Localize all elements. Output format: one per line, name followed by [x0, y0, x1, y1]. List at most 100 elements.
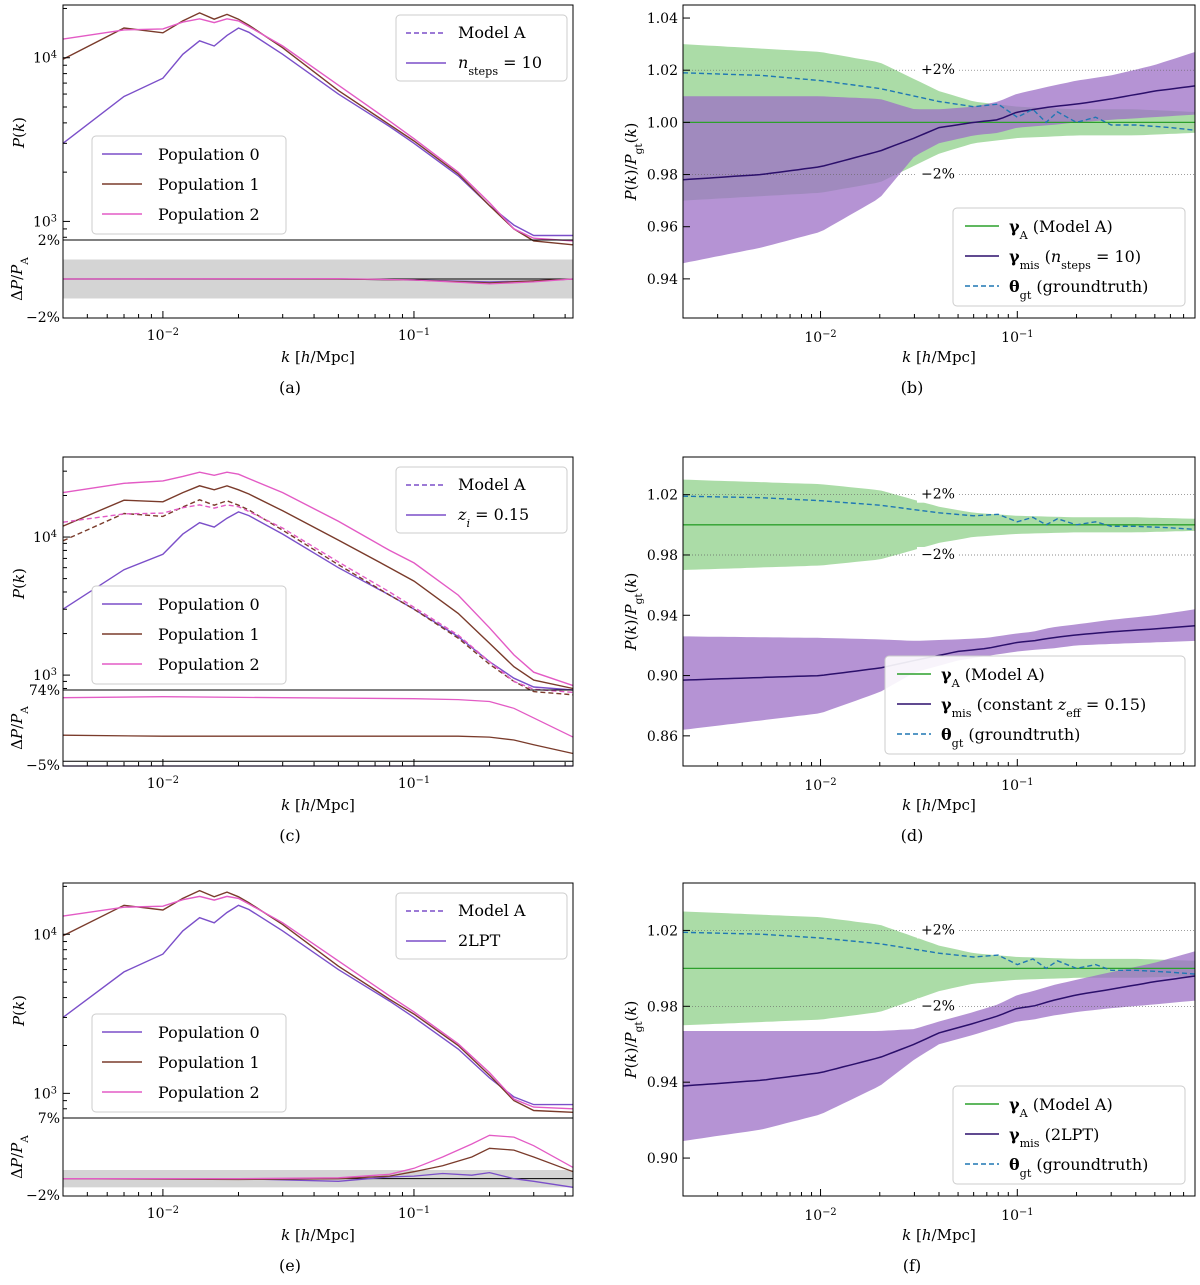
- ratio-tick-label: −5%: [26, 758, 60, 774]
- legend-variant: zi = 0.15: [457, 505, 529, 530]
- y-tick-label: 0.90: [647, 1151, 678, 1167]
- mis-band: [683, 951, 1195, 1141]
- x-tick-label: 10−2: [804, 1207, 836, 1225]
- x-axis-label: k [h/Mpc]: [281, 348, 355, 366]
- ratio-axis-label: ΔP/PA: [8, 1135, 31, 1179]
- series-population-2: [62, 18, 574, 242]
- legend-label-pop2: Population 2: [158, 655, 260, 674]
- ratio-tick-label: 2%: [38, 233, 60, 249]
- y-tick-label: 1.04: [647, 11, 678, 27]
- x-tick-label: 10−1: [398, 775, 430, 793]
- legend-model-a: Model A: [458, 23, 526, 42]
- x-tick-label: 10−1: [1001, 777, 1033, 795]
- legend-label-pop2: Population 2: [158, 1083, 260, 1102]
- series-dashed-population-2--model-a-: [62, 504, 574, 694]
- ref-label-bg: [917, 922, 959, 939]
- legend-label-pop1: Population 1: [158, 175, 260, 194]
- y-tick-label: 0.98: [647, 548, 678, 564]
- x-tick-label: 10−2: [147, 327, 179, 345]
- legend-variant: nsteps = 10: [458, 53, 542, 78]
- panel-f: +2% −2% 0.90 0.94 0.98 1.02 10−2 10−1 k [h/Mpc] P…: [622, 882, 1196, 1275]
- panel-caption: (a): [279, 378, 301, 397]
- ref-label: +2%: [921, 487, 955, 503]
- y-tick-label: 0.98: [647, 999, 678, 1015]
- ref-label: +2%: [921, 62, 955, 78]
- series-population-0: [62, 511, 574, 691]
- groundtruth-line: [682, 495, 1196, 531]
- panel-caption: (c): [279, 826, 300, 845]
- panel-caption: (d): [901, 826, 924, 845]
- legend-bottom-box: [91, 135, 287, 235]
- ref-label: −2%: [921, 998, 955, 1014]
- panel-caption: (f): [903, 1256, 921, 1275]
- panel-b: +2% −2% 0.94 0.96 0.98 1.00 1.02 1.04 10−2 10−1 k …: [622, 4, 1196, 397]
- y-tick-label: 0.86: [647, 729, 678, 745]
- ratio-axes-frame: [62, 239, 574, 319]
- ref-label: +2%: [921, 922, 955, 938]
- ratio-axes-frame: [62, 689, 574, 767]
- ratio-tick-label: 74%: [29, 683, 60, 699]
- legend-model-a: Model A: [458, 475, 526, 494]
- x-tick-label: 10−1: [1001, 1207, 1033, 1225]
- x-tick-label: 10−1: [1001, 329, 1033, 347]
- ratio-population-2: [62, 696, 574, 738]
- ratio-population-2: [62, 277, 574, 285]
- legend-model-a: Model A: [458, 901, 526, 920]
- ref-label-bg: [917, 62, 959, 79]
- ratio-axes-frame: [62, 1117, 574, 1197]
- y-tick-label: 0.94: [647, 1075, 678, 1091]
- y-axis-label: P(k): [10, 117, 28, 149]
- ratio-tick-label: 7%: [38, 1111, 60, 1127]
- mis-line: [682, 625, 1196, 681]
- legend-top-box: [395, 14, 568, 82]
- x-tick-label: 10−2: [147, 775, 179, 793]
- y-tick-label: 104: [33, 49, 57, 67]
- series-population-1: [62, 485, 574, 690]
- y-axis-label: P(k)/Pgt(k): [622, 573, 645, 652]
- legend-box: [952, 207, 1186, 307]
- panel-caption: (b): [901, 378, 924, 397]
- legend-variant: 2LPT: [458, 931, 501, 950]
- legend-box: [884, 655, 1186, 755]
- legend-model-a: γA (Model A): [941, 665, 1045, 690]
- legend-model-a: γA (Model A): [1009, 217, 1113, 242]
- x-tick-label: 10−2: [147, 1205, 179, 1223]
- y-tick-label: 0.98: [647, 168, 678, 184]
- ref-label: −2%: [921, 167, 955, 183]
- legend-label-pop1: Population 1: [158, 625, 260, 644]
- y-tick-label: 1.02: [647, 488, 678, 504]
- legend-groundtruth: θgt (groundtruth): [1009, 1155, 1148, 1180]
- ref-label-bg: [917, 998, 959, 1015]
- y-tick-label: 0.94: [647, 608, 678, 624]
- panel-a: 10−2 10−1 104 103 2% −2% k [h/Mpc] P(k) ΔP/PA Mod…: [8, 4, 574, 397]
- legend-mis: γmis (nsteps = 10): [1009, 247, 1141, 272]
- legend-label-pop1: Population 1: [158, 1053, 260, 1072]
- x-axis-label: k [h/Mpc]: [902, 1226, 976, 1244]
- y-axis-label: P(k): [10, 568, 28, 600]
- ref-label-bg: [917, 546, 959, 563]
- legend-label-pop0: Population 0: [158, 595, 260, 614]
- legend-top-box: [395, 466, 568, 534]
- legend-bottom-box: [91, 585, 287, 685]
- legend-box: [952, 1085, 1186, 1185]
- ref-label: −2%: [921, 547, 955, 563]
- y-tick-label: 103: [33, 1085, 57, 1103]
- y-tick-label: 1.02: [647, 63, 678, 79]
- series-population-2: [62, 895, 574, 1110]
- legend-groundtruth: θgt (groundtruth): [941, 725, 1080, 750]
- x-axis-label: k [h/Mpc]: [281, 796, 355, 814]
- y-axis-label: P(k): [10, 995, 28, 1027]
- x-axis-label: k [h/Mpc]: [902, 348, 976, 366]
- y-tick-label: 103: [33, 667, 57, 685]
- x-axis-label: k [h/Mpc]: [902, 796, 976, 814]
- panel-d: +2% −2% 0.86 0.90 0.94 0.98 1.02 10−2 10−1 k [h/M…: [622, 456, 1196, 845]
- ratio-axis-label: ΔP/PA: [8, 706, 31, 750]
- y-tick-label: 103: [33, 213, 57, 231]
- x-tick-label: 10−2: [804, 777, 836, 795]
- legend-label-pop0: Population 0: [158, 145, 260, 164]
- y-tick-label: 0.94: [647, 272, 678, 288]
- panel-caption: (e): [279, 1256, 301, 1275]
- groundtruth-line: [682, 931, 1196, 975]
